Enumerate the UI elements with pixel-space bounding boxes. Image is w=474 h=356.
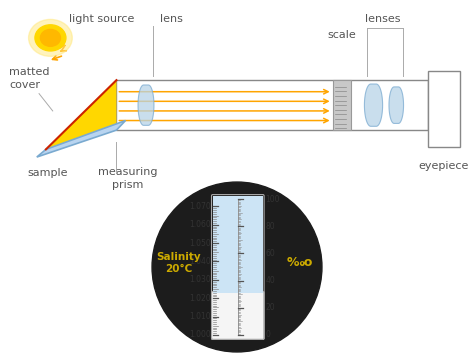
Circle shape xyxy=(28,20,72,56)
Polygon shape xyxy=(37,121,126,157)
Text: 80: 80 xyxy=(265,222,275,231)
Polygon shape xyxy=(46,80,117,150)
Text: 100: 100 xyxy=(265,194,280,204)
Text: light source: light source xyxy=(69,14,134,23)
Text: measuring
prism: measuring prism xyxy=(98,167,157,190)
Bar xyxy=(117,80,428,130)
Text: 1.040: 1.040 xyxy=(189,257,211,266)
Text: 0: 0 xyxy=(265,330,270,340)
Text: 1.020: 1.020 xyxy=(190,294,211,303)
Text: sample: sample xyxy=(28,168,68,178)
Bar xyxy=(333,80,351,130)
Text: matted
cover: matted cover xyxy=(9,67,50,90)
Text: 1.050: 1.050 xyxy=(189,239,211,248)
Text: ‰o: ‰o xyxy=(287,256,313,269)
Circle shape xyxy=(35,25,66,51)
Text: 40: 40 xyxy=(265,276,275,285)
Text: 1.070: 1.070 xyxy=(189,202,211,211)
Bar xyxy=(213,196,263,293)
Text: Salinity
20°C: Salinity 20°C xyxy=(156,252,201,274)
Text: lenses: lenses xyxy=(365,15,401,25)
Text: 1.010: 1.010 xyxy=(190,312,211,321)
Text: 1.060: 1.060 xyxy=(189,220,211,229)
Polygon shape xyxy=(389,87,403,124)
Bar xyxy=(428,70,460,147)
Text: 1.030: 1.030 xyxy=(189,275,211,284)
Text: eyepiece: eyepiece xyxy=(419,161,469,171)
Text: 1.000: 1.000 xyxy=(189,330,211,340)
Circle shape xyxy=(40,30,61,46)
Circle shape xyxy=(152,182,322,352)
Text: lens: lens xyxy=(160,15,182,25)
Polygon shape xyxy=(365,84,383,126)
Text: scale: scale xyxy=(327,30,356,40)
FancyBboxPatch shape xyxy=(211,292,264,339)
Text: 60: 60 xyxy=(265,249,275,258)
Polygon shape xyxy=(138,85,154,125)
Text: 20: 20 xyxy=(265,303,275,312)
